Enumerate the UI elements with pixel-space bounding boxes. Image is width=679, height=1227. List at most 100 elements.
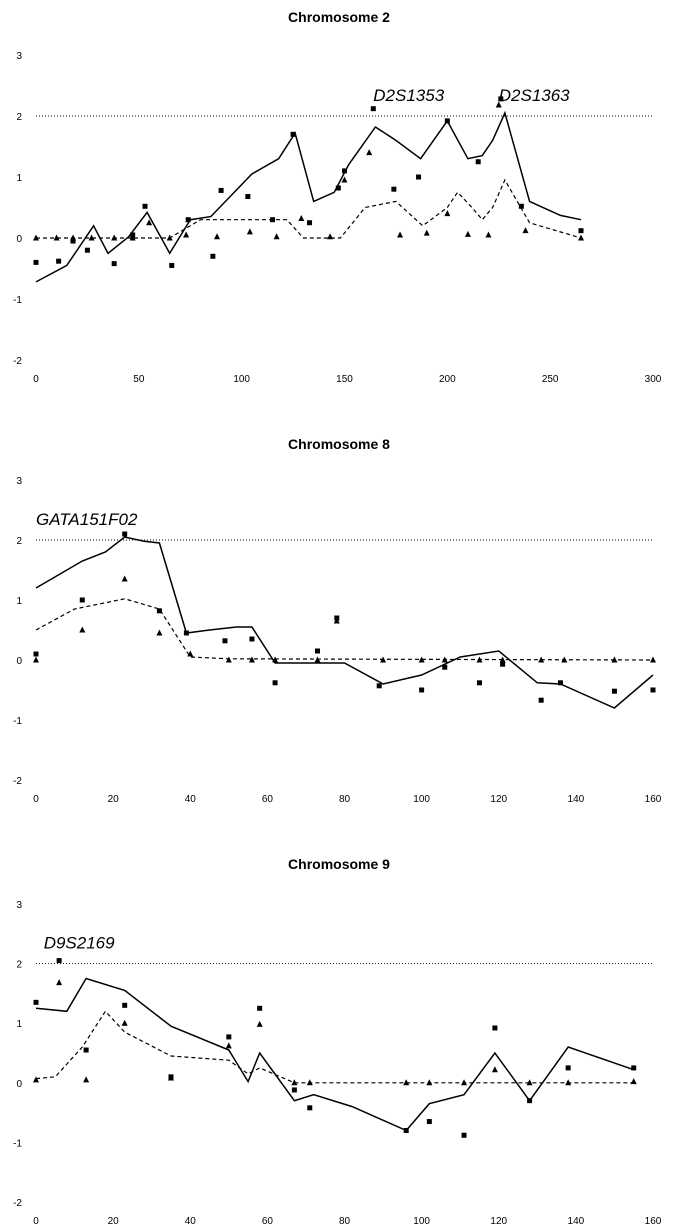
triangle-point <box>380 656 387 663</box>
triangle-point <box>53 234 60 241</box>
square-point <box>492 1025 498 1031</box>
square-point <box>578 228 584 234</box>
triangle-point <box>225 656 232 663</box>
square-point <box>226 1034 232 1040</box>
square-point <box>245 194 251 200</box>
chart-title: Chromosome 2 <box>288 9 390 25</box>
square-point <box>444 118 450 124</box>
x-tick-label: 0 <box>33 794 39 805</box>
x-tick-label: 160 <box>645 794 662 805</box>
square-point <box>222 638 228 644</box>
solid-series-line <box>35 110 582 283</box>
square-point <box>122 531 128 537</box>
solid-series-line <box>35 977 634 1132</box>
square-point <box>335 185 341 191</box>
x-tick-label: 140 <box>568 794 585 805</box>
square-point <box>56 258 62 264</box>
y-tick-label: -1 <box>13 295 22 306</box>
y-tick-label: 1 <box>16 1019 22 1030</box>
y-tick-label: 2 <box>16 112 22 123</box>
square-point <box>442 664 448 670</box>
triangle-point <box>403 1079 410 1086</box>
x-tick-label: 120 <box>490 1216 507 1227</box>
y-tick-label: 0 <box>16 234 22 245</box>
square-point <box>111 261 117 267</box>
triangle-point <box>495 101 502 108</box>
square-point <box>33 651 39 657</box>
y-tick-label: -1 <box>13 716 22 727</box>
triangle-point <box>33 1076 39 1083</box>
triangle-point <box>79 626 86 633</box>
square-point <box>315 648 321 654</box>
triangle-point <box>248 656 255 663</box>
x-tick-label: 40 <box>185 794 197 805</box>
y-tick-label: -2 <box>13 776 22 787</box>
triangle-point <box>246 228 253 235</box>
triangle-point <box>578 234 585 241</box>
x-tick-label: 250 <box>542 374 559 385</box>
square-point <box>307 1105 313 1111</box>
square-point <box>122 1002 128 1008</box>
triangle-point <box>485 231 492 238</box>
x-tick-label: 50 <box>133 374 145 385</box>
triangle-point <box>56 979 63 986</box>
square-point <box>557 680 563 686</box>
triangle-point <box>565 1079 572 1086</box>
x-tick-label: 20 <box>108 794 120 805</box>
x-tick-label: 100 <box>233 374 250 385</box>
triangle-point <box>70 234 77 241</box>
triangle-point <box>327 233 334 240</box>
square-point <box>370 106 376 112</box>
square-point <box>169 262 175 268</box>
x-tick-label: 80 <box>339 1216 351 1227</box>
chart-2: Chromosome 8 3 2 1 0 -1 -2 0 20 40 60 80 100 120 140 16… <box>13 436 662 805</box>
square-point <box>307 220 313 226</box>
square-point <box>391 186 397 192</box>
triangle-point <box>33 234 39 241</box>
x-tick-label: 60 <box>262 794 274 805</box>
x-tick-label: 200 <box>439 374 456 385</box>
x-tick-label: 80 <box>339 794 351 805</box>
x-tick-label: 100 <box>413 794 430 805</box>
chart-3: Chromosome 9 3 2 1 0 -1 -2 0 20 40 60 80 100 120 140 16… <box>13 856 662 1227</box>
triangle-point <box>341 176 348 183</box>
y-tick-label: 0 <box>16 656 22 667</box>
triangle-point <box>213 233 220 240</box>
triangle-point <box>526 1079 533 1086</box>
marker-annotation: D9S2169 <box>44 934 115 953</box>
square-point <box>84 247 90 253</box>
square-point <box>56 958 62 964</box>
triangle-point <box>426 1079 433 1086</box>
x-tick-label: 0 <box>33 1216 39 1227</box>
y-tick-label: -2 <box>13 356 22 367</box>
square-point <box>83 1047 89 1053</box>
triangle-point <box>291 1079 298 1086</box>
square-point <box>142 203 148 209</box>
square-point <box>33 999 39 1005</box>
chart-title: Chromosome 8 <box>288 436 390 452</box>
triangle-point <box>129 234 136 241</box>
triangle-point <box>499 656 506 663</box>
square-point <box>538 697 544 703</box>
x-tick-label: 100 <box>413 1216 430 1227</box>
triangle-point <box>256 1020 263 1027</box>
triangle-point <box>650 656 656 663</box>
triangle-point <box>397 231 404 238</box>
square-point <box>527 1098 533 1104</box>
triangle-point <box>306 1079 313 1086</box>
x-tick-label: 140 <box>568 1216 585 1227</box>
square-point <box>210 253 216 259</box>
triangle-point <box>88 234 95 241</box>
triangle-point <box>146 219 153 226</box>
triangle-point <box>156 629 163 636</box>
dashed-series-line <box>36 178 582 239</box>
triangle-point <box>538 656 545 663</box>
y-tick-label: 1 <box>16 173 22 184</box>
triangle-point <box>273 233 280 240</box>
triangle-point <box>461 1079 468 1086</box>
x-tick-label: 60 <box>262 1216 274 1227</box>
triangle-point <box>630 1078 637 1085</box>
triangle-point <box>476 656 483 663</box>
square-point <box>218 187 224 193</box>
triangle-point <box>121 575 128 582</box>
